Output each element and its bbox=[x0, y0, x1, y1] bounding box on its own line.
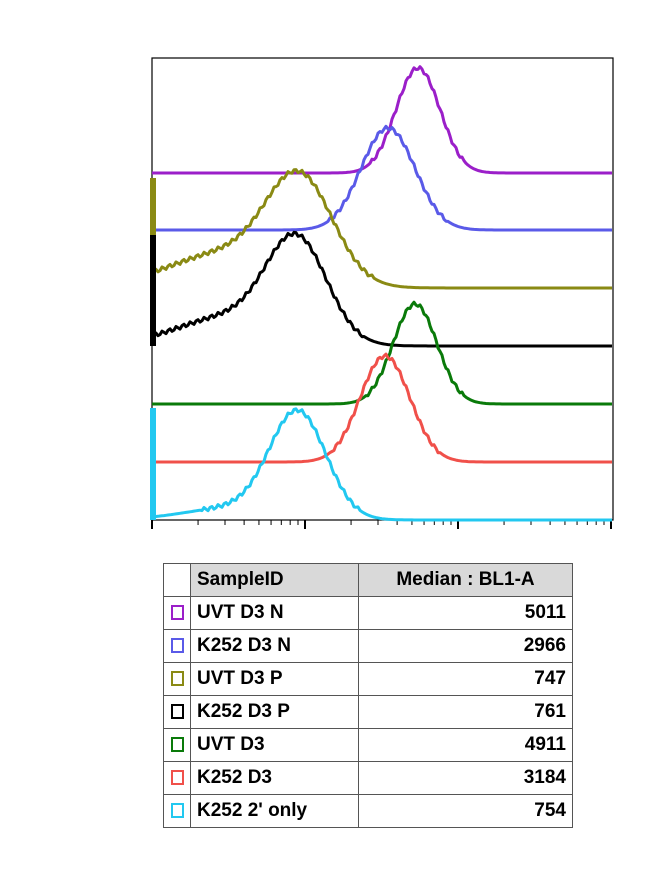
sample-id: UVT D3 N bbox=[190, 596, 359, 630]
histogram-curve bbox=[152, 300, 612, 406]
color-swatch bbox=[170, 737, 184, 753]
table-row: K252 2' only 754 bbox=[163, 794, 573, 828]
histogram-overlay bbox=[150, 57, 614, 529]
header-cell: Median : BL1-A bbox=[358, 563, 573, 597]
table-row: UVT D3 4911 bbox=[163, 728, 573, 762]
color-cell bbox=[163, 761, 191, 795]
histogram-curve bbox=[152, 65, 612, 175]
color-swatch bbox=[170, 605, 184, 621]
color-cell bbox=[163, 794, 191, 828]
color-cell bbox=[163, 662, 191, 696]
table-row: K252 D3 P 761 bbox=[163, 695, 573, 729]
color-cell bbox=[163, 629, 191, 663]
color-cell bbox=[163, 596, 191, 630]
median-value: 754 bbox=[358, 794, 573, 828]
color-swatch bbox=[170, 803, 184, 819]
sample-id: UVT D3 P bbox=[190, 662, 359, 696]
header-blank bbox=[163, 563, 191, 597]
median-value: 761 bbox=[358, 695, 573, 729]
median-value: 2966 bbox=[358, 629, 573, 663]
color-cell bbox=[163, 728, 191, 762]
color-cell bbox=[163, 695, 191, 729]
color-swatch bbox=[170, 638, 184, 654]
histogram-curve bbox=[150, 230, 612, 348]
color-swatch bbox=[170, 704, 184, 720]
median-value: 747 bbox=[358, 662, 573, 696]
histogram-curve bbox=[151, 407, 612, 522]
sample-id: UVT D3 bbox=[190, 728, 359, 762]
histogram-curve bbox=[150, 168, 612, 290]
sample-id: K252 D3 bbox=[190, 761, 359, 795]
table-row: UVT D3 N 5011 bbox=[163, 596, 573, 630]
table-row: K252 D3 3184 bbox=[163, 761, 573, 795]
sample-id: K252 D3 N bbox=[190, 629, 359, 663]
histogram-curve bbox=[152, 352, 612, 464]
median-value: 4911 bbox=[358, 728, 573, 762]
header-cell: SampleID bbox=[190, 563, 359, 597]
histogram-curve bbox=[152, 124, 612, 232]
median-value: 3184 bbox=[358, 761, 573, 795]
table-header: SampleID Median : BL1-A bbox=[163, 563, 573, 597]
table-row: K252 D3 N 2966 bbox=[163, 629, 573, 663]
color-swatch bbox=[170, 671, 184, 687]
table-row: UVT D3 P 747 bbox=[163, 662, 573, 696]
table-body: UVT D3 N 5011 K252 D3 N 2966 UVT D3 P 747 K252… bbox=[163, 596, 573, 828]
sample-id: K252 2' only bbox=[190, 794, 359, 828]
color-swatch bbox=[170, 770, 184, 786]
stats-table: SampleID Median : BL1-A UVT D3 N 5011 K252… bbox=[163, 563, 573, 828]
sample-id: K252 D3 P bbox=[190, 695, 359, 729]
median-value: 5011 bbox=[358, 596, 573, 630]
